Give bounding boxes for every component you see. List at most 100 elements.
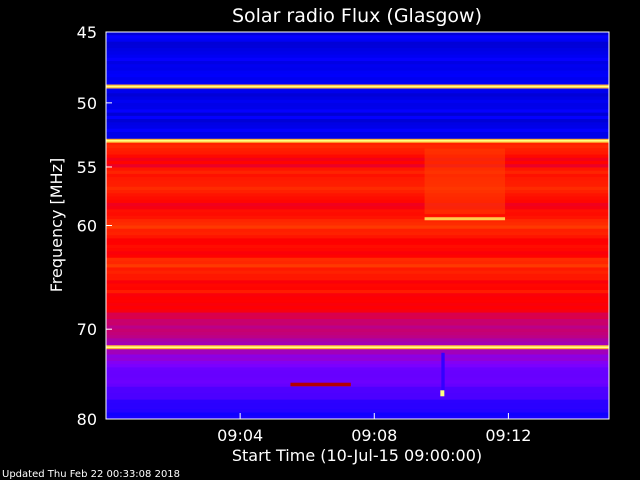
frequency-row bbox=[106, 383, 609, 388]
frequency-row bbox=[106, 199, 609, 204]
frequency-row bbox=[106, 57, 609, 62]
frequency-row bbox=[106, 196, 609, 201]
frequency-row bbox=[106, 144, 609, 149]
frequency-row bbox=[106, 231, 609, 236]
frequency-row bbox=[106, 238, 609, 243]
frequency-row bbox=[106, 331, 609, 336]
frequency-row bbox=[106, 309, 609, 314]
frequency-row bbox=[106, 93, 609, 98]
frequency-row bbox=[106, 180, 609, 185]
frequency-row bbox=[106, 32, 609, 36]
frequency-row bbox=[106, 354, 609, 359]
frequency-row bbox=[106, 141, 609, 146]
frequency-row bbox=[106, 119, 609, 123]
frequency-row bbox=[106, 389, 609, 394]
frequency-row bbox=[106, 277, 609, 281]
frequency-row bbox=[106, 109, 609, 114]
frequency-row bbox=[106, 406, 609, 410]
frequency-row bbox=[106, 64, 609, 69]
frequency-row bbox=[106, 399, 609, 404]
frequency-row bbox=[106, 351, 609, 356]
frequency-row bbox=[106, 267, 609, 272]
frequency-row bbox=[106, 80, 609, 85]
bright-streak bbox=[424, 217, 506, 221]
frequency-row bbox=[106, 264, 609, 269]
frequency-row bbox=[106, 260, 609, 265]
frequency-row bbox=[106, 280, 609, 285]
frequency-row bbox=[106, 290, 609, 294]
frequency-row bbox=[106, 202, 609, 207]
x-axis-label: Start Time (10-Jul-15 09:00:00) bbox=[232, 446, 482, 465]
frequency-row bbox=[106, 325, 609, 330]
frequency-row bbox=[106, 193, 609, 198]
frequency-row bbox=[106, 319, 609, 323]
frequency-row bbox=[106, 322, 609, 327]
y-axis-label: Frequency [MHz] bbox=[47, 158, 66, 292]
frequency-row bbox=[106, 251, 609, 256]
y-axis: 45 50 55 60 70 80 bbox=[77, 23, 112, 429]
frequency-row bbox=[106, 96, 609, 101]
frequency-row bbox=[106, 335, 609, 339]
frequency-row bbox=[106, 148, 609, 152]
frequency-row bbox=[106, 186, 609, 191]
frequency-row bbox=[106, 396, 609, 401]
frequency-row bbox=[106, 367, 609, 372]
frequency-row bbox=[106, 206, 609, 210]
frequency-row bbox=[106, 38, 609, 43]
frequency-row bbox=[106, 341, 609, 346]
frequency-row bbox=[106, 173, 609, 178]
enhanced-block bbox=[424, 148, 506, 215]
frequency-row bbox=[106, 131, 609, 136]
x-tick-label: 09:04 bbox=[217, 426, 263, 445]
frequency-row bbox=[106, 222, 609, 227]
frequency-row bbox=[106, 154, 609, 159]
frequency-row bbox=[106, 170, 609, 175]
frequency-row bbox=[106, 157, 609, 162]
emission-line bbox=[106, 85, 609, 88]
frequency-row bbox=[106, 299, 609, 304]
frequency-row bbox=[106, 402, 609, 407]
frequency-row bbox=[106, 125, 609, 130]
emission-line bbox=[106, 346, 609, 348]
frequency-row bbox=[106, 209, 609, 214]
frequency-row bbox=[106, 360, 609, 365]
frequency-row bbox=[106, 293, 609, 298]
frequency-row bbox=[106, 386, 609, 391]
frequency-row bbox=[106, 315, 609, 320]
spike bbox=[441, 352, 445, 394]
frequency-row bbox=[106, 112, 609, 117]
frequency-row bbox=[106, 86, 609, 91]
frequency-row bbox=[106, 48, 609, 52]
chart-title: Solar radio Flux (Glasgow) bbox=[232, 5, 482, 27]
frequency-row bbox=[106, 73, 609, 78]
frequency-row bbox=[106, 35, 609, 40]
frequency-row bbox=[106, 257, 609, 262]
frequency-row bbox=[106, 219, 609, 223]
frequency-row bbox=[106, 248, 609, 252]
frequency-row bbox=[106, 61, 609, 65]
heatmap-plot-area bbox=[106, 32, 609, 419]
frequency-row bbox=[106, 51, 609, 56]
frequency-row bbox=[106, 167, 609, 172]
frequency-row bbox=[106, 67, 609, 72]
frequency-row bbox=[106, 348, 609, 352]
frequency-row bbox=[106, 151, 609, 156]
frequency-row bbox=[106, 364, 609, 368]
frequency-row bbox=[106, 312, 609, 317]
frequency-row bbox=[106, 254, 609, 259]
frequency-row bbox=[106, 302, 609, 307]
frequency-row bbox=[106, 283, 609, 288]
frequency-row bbox=[106, 241, 609, 246]
frequency-row bbox=[106, 90, 609, 94]
frequency-row bbox=[106, 370, 609, 375]
dark-red-streak bbox=[290, 382, 351, 387]
frequency-row bbox=[106, 54, 609, 59]
frequency-row bbox=[106, 77, 609, 81]
frequency-row bbox=[106, 270, 609, 275]
frequency-row bbox=[106, 286, 609, 291]
frequency-row bbox=[106, 41, 609, 46]
emission-line bbox=[106, 139, 609, 142]
frequency-row bbox=[106, 215, 609, 220]
frequency-row bbox=[106, 44, 609, 49]
